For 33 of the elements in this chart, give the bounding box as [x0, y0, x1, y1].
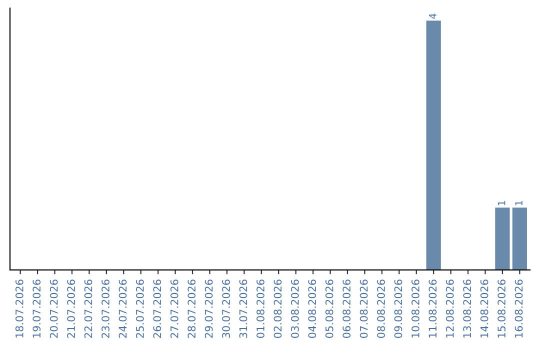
- x-tick-label: 13.08.2026: [463, 280, 472, 338]
- x-tick-label: 31.07.2026: [239, 280, 248, 338]
- x-tick-label: 07.08.2026: [360, 280, 368, 338]
- x-tick-label: 15.08.2026: [498, 280, 506, 338]
- x-tick-label: 04.08.2026: [308, 280, 316, 338]
- x-tick-label: 28.07.2026: [188, 280, 196, 338]
- x-tick-label: 20.07.2026: [50, 280, 58, 338]
- x-tick-label: 22.07.2026: [84, 280, 92, 338]
- x-tick-label: 30.07.2026: [222, 280, 230, 338]
- data-label: 4: [429, 14, 436, 19]
- x-tick-label: 06.08.2026: [342, 280, 351, 338]
- x-tick-label: 11.08.2026: [428, 280, 437, 338]
- x-tick-label: 12.08.2026: [446, 280, 454, 338]
- x-tick-label: 16.08.2026: [514, 280, 523, 338]
- x-tick-label: 24.07.2026: [118, 280, 127, 338]
- x-tick-label: 27.07.2026: [170, 280, 178, 338]
- x-tick-label: 09.08.2026: [394, 280, 402, 338]
- x-tick-label: 21.07.2026: [67, 280, 75, 338]
- x-tick-label: 18.07.2026: [15, 280, 24, 338]
- x-tick-label: 03.08.2026: [290, 280, 299, 338]
- data-label: 1: [498, 200, 506, 206]
- x-tick-label: 02.08.2026: [274, 280, 282, 338]
- x-tick-label: 08.08.2026: [377, 280, 385, 338]
- x-tick-label: 23.07.2026: [102, 280, 110, 338]
- x-tick-label: 05.08.2026: [325, 280, 334, 338]
- x-tick-label: 01.08.2026: [256, 280, 264, 338]
- x-tick-label: 26.07.2026: [153, 280, 162, 338]
- x-tick-label: 14.08.2026: [480, 280, 488, 338]
- data-label: 1: [515, 200, 522, 206]
- x-tick-label: 25.07.2026: [136, 280, 144, 338]
- x-tick-label: 10.08.2026: [412, 280, 420, 338]
- x-tick-label: 29.07.2026: [204, 280, 213, 338]
- x-tick-label: 19.07.2026: [32, 280, 41, 338]
